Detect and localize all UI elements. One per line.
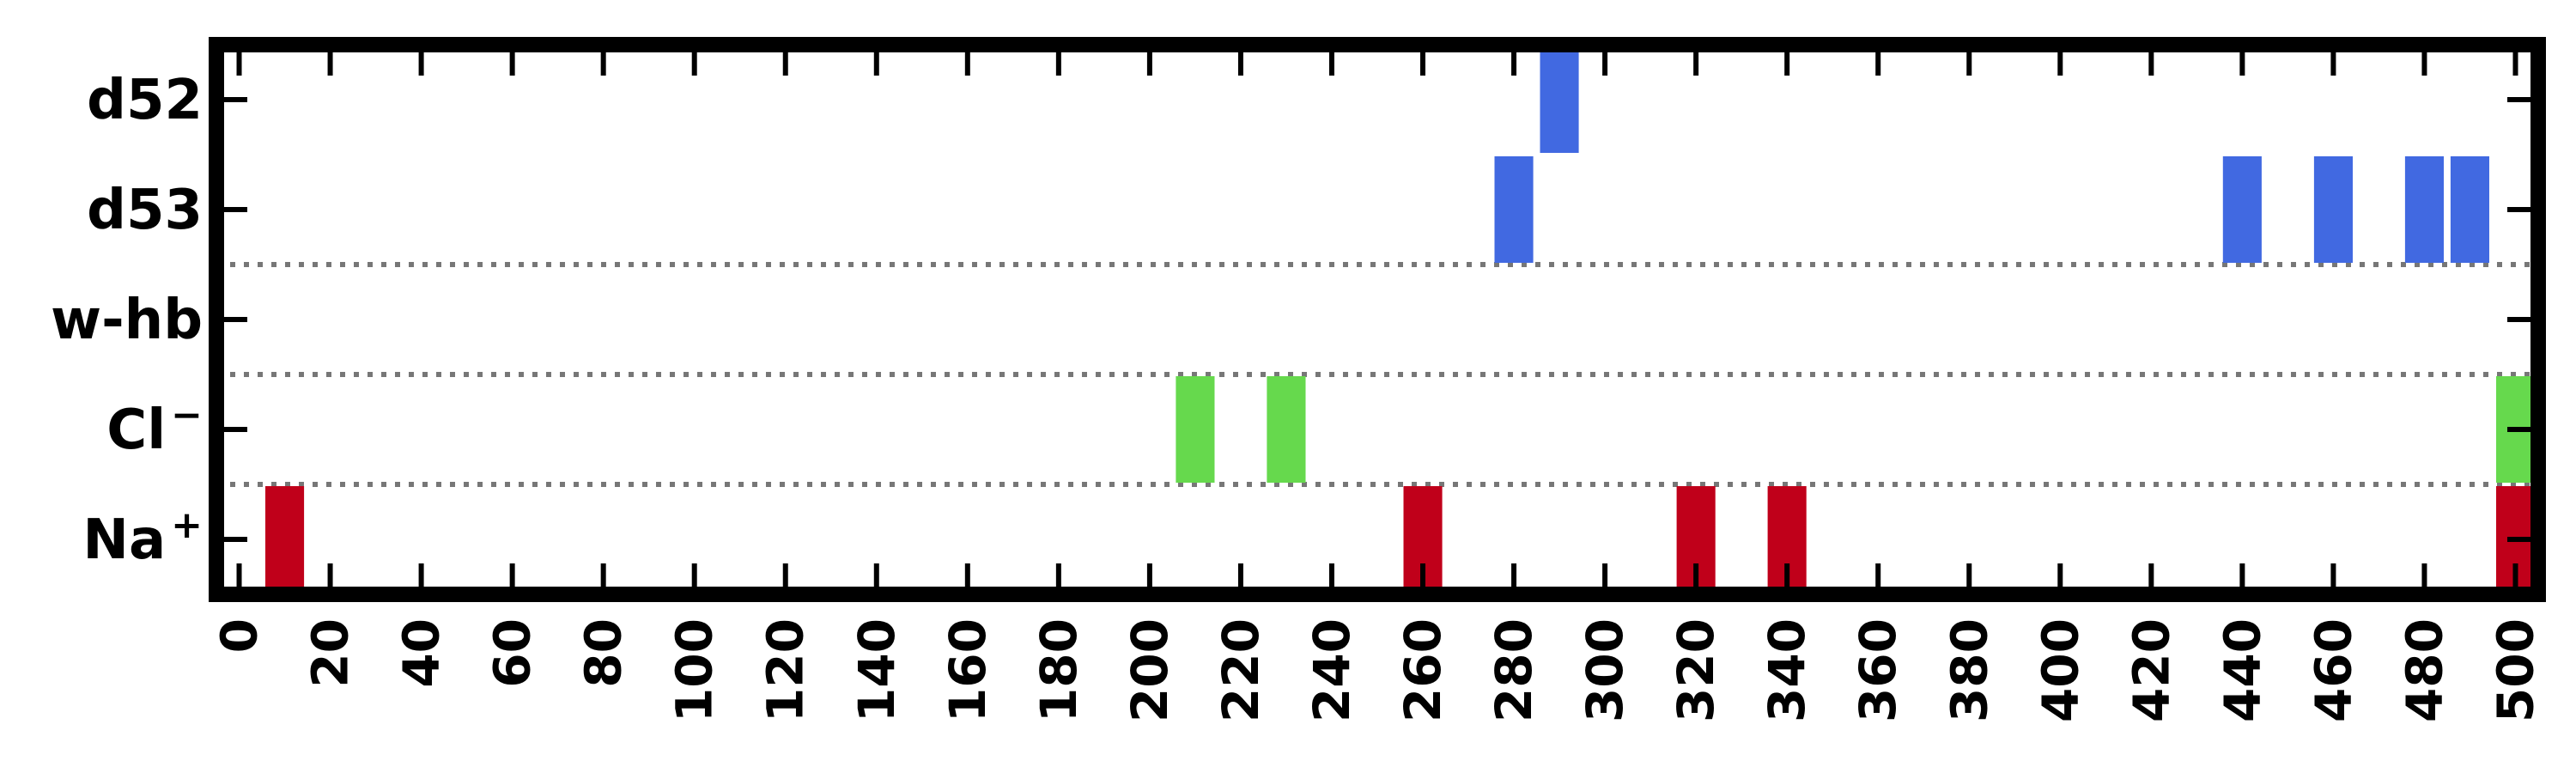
x-tick-label-80: 80 (574, 618, 633, 688)
event-bar-d53-0 (1494, 156, 1534, 263)
x-tick-label-500: 500 (2486, 618, 2544, 722)
row-label-d52: d52 (87, 69, 203, 132)
x-tick-label-180: 180 (1030, 618, 1088, 722)
x-tick-label-360: 360 (1849, 618, 1907, 722)
event-bar-na-plus-0 (265, 486, 305, 593)
axis-labels: d52 d53 w-hb Cl − Na + 0 20 40 60 80 100 120 140 160 180… (51, 69, 2545, 722)
x-tick-label-340: 340 (1758, 618, 1816, 722)
event-bars (265, 46, 2536, 593)
x-tick-label-460: 460 (2304, 618, 2362, 722)
x-tick-label-440: 440 (2213, 618, 2271, 722)
x-tick-label-220: 220 (1212, 618, 1270, 722)
x-tick-label-160: 160 (939, 618, 997, 722)
row-label-d53: d53 (87, 179, 203, 242)
x-tick-label-40: 40 (392, 618, 451, 688)
x-tick-label-480: 480 (2395, 618, 2453, 722)
x-tick-label-300: 300 (1576, 618, 1634, 722)
event-bar-d53-3 (2404, 156, 2444, 263)
x-tick-label-20: 20 (301, 618, 360, 688)
x-tick-label-420: 420 (2122, 618, 2180, 722)
group-separators (216, 262, 2538, 487)
x-tick-label-380: 380 (1940, 618, 1998, 722)
x-tick-label-100: 100 (665, 618, 724, 722)
x-tick-label-200: 200 (1121, 618, 1179, 722)
x-tick-label-120: 120 (756, 618, 815, 722)
x-tick-label-320: 320 (1667, 618, 1725, 722)
event-bar-cl-minus-0 (1176, 376, 1215, 483)
x-tick-label-240: 240 (1303, 618, 1361, 722)
event-bar-cl-minus-1 (1267, 376, 1306, 483)
row-label-w-hb: w-hb (51, 289, 203, 352)
event-bar-d53-2 (2313, 156, 2353, 263)
x-tick-label-140: 140 (848, 618, 906, 722)
event-bar-d53-1 (2222, 156, 2262, 263)
axis-ticks (216, 45, 2538, 594)
event-bar-d52-0 (1540, 46, 1579, 153)
plot-frame (209, 37, 2546, 602)
x-tick-label-0: 0 (210, 618, 269, 653)
row-label-cl-minus: Cl − (106, 393, 203, 462)
row-label-na-plus: Na + (82, 503, 203, 572)
event-bar-d53-4 (2450, 156, 2489, 263)
x-tick-label-400: 400 (2031, 618, 2089, 722)
x-tick-label-60: 60 (483, 618, 542, 688)
x-tick-label-280: 280 (1485, 618, 1543, 722)
x-tick-label-260: 260 (1394, 618, 1452, 722)
